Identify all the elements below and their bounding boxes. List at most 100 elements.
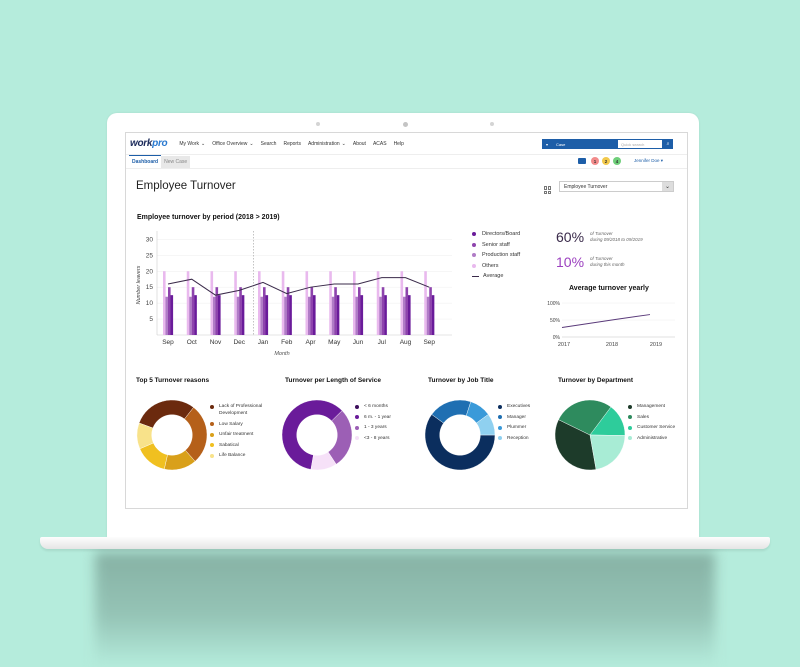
donut-graphic: [554, 399, 626, 471]
main-chart-legend: Directors/Board Senior staff Production st…: [472, 229, 520, 282]
page-title: Employee Turnover: [136, 180, 236, 192]
donut-title: Turnover by Job Title: [428, 377, 494, 384]
svg-text:100%: 100%: [547, 301, 560, 307]
legend-item: Reception: [498, 435, 530, 442]
legend-item: Executives: [498, 403, 530, 410]
donut-chart-4: Turnover by Department Management Sales Cus…: [554, 377, 687, 487]
caret-down-icon: ▾: [546, 141, 549, 147]
legend-dot-icon: [498, 404, 502, 409]
legend-item: <3 - 8 years: [355, 435, 391, 442]
workpro-logo[interactable]: workpro: [130, 138, 168, 149]
legend-item: Customer Service: [628, 424, 675, 431]
legend-dot-icon: [355, 425, 359, 430]
donut-chart-3: Turnover by Job Title Executives Manager Pl…: [424, 377, 559, 487]
nav-item-my-work[interactable]: My Work ⌄: [179, 140, 206, 147]
dashboard-view-select[interactable]: Employee Turnover ⌄: [559, 181, 674, 192]
svg-text:0%: 0%: [553, 335, 561, 341]
nav-item-acas[interactable]: ACAS: [372, 140, 387, 147]
nav-item-office-overview[interactable]: Office Overview ⌄: [212, 140, 254, 147]
svg-text:2019: 2019: [650, 342, 662, 348]
legend-dot-icon: [355, 436, 359, 440]
turnover-bar-chart: 5 10 15 20 25 30 Number leavers Sep Oct Nov Dec Jan…: [136, 231, 452, 357]
legend-item: Administrative: [628, 435, 675, 442]
donut-legend: Management Sales Customer Service Administr…: [628, 403, 675, 445]
legend-item: Manager: [498, 414, 530, 421]
svg-text:25: 25: [146, 252, 154, 259]
grid-view-icon[interactable]: [544, 186, 552, 194]
chevron-down-icon: ⌄: [249, 140, 254, 147]
legend-dot-icon: [628, 436, 632, 440]
legend-dot-icon: [355, 415, 359, 419]
donut-graphic: [424, 399, 496, 471]
search-type-select[interactable]: ▾ Case: [542, 139, 617, 149]
svg-text:Number leavers: Number leavers: [136, 265, 142, 304]
donut-chart-1: Top 5 Turnover reasons Lack of Profession…: [136, 377, 271, 487]
svg-text:2017: 2017: [558, 342, 570, 348]
donut-legend: Lack of Professional Development Low Sala…: [210, 403, 271, 463]
legend-marker-icon: [472, 263, 476, 268]
svg-text:Dec: Dec: [233, 339, 245, 346]
chevron-down-icon: ⌄: [341, 140, 346, 147]
legend-item: Others: [472, 261, 520, 272]
svg-text:Oct: Oct: [187, 339, 197, 346]
caret-down-icon: ▾: [660, 158, 663, 163]
tab-new-case[interactable]: New Case: [161, 156, 191, 168]
chevron-down-icon[interactable]: ⌄: [662, 182, 673, 191]
nav-item-help[interactable]: Help: [393, 140, 404, 147]
legend-marker-icon: [472, 253, 476, 258]
yearly-line-chart: 0% 50% 100% 2017 2018 2019: [547, 301, 675, 348]
legend-item: Directors/Board: [472, 229, 520, 240]
notification-badge-green[interactable]: 4: [612, 157, 621, 165]
legend-marker-icon: [472, 232, 476, 237]
nav-menu: My Work ⌄ Office Overview ⌄ Search Reports Adm…: [179, 141, 411, 147]
donut-legend: < 6 months 6 m. - 1 year 1 - 3 years <3 - 8…: [355, 403, 391, 445]
yearly-chart-title: Average turnover yearly: [569, 285, 649, 292]
tab-dashboard[interactable]: Dashboard: [129, 155, 162, 168]
laptop-camera: [403, 122, 408, 127]
legend-dot-icon: [210, 422, 214, 426]
main-chart-title: Employee turnover by period (2018 > 2019…: [137, 214, 280, 221]
legend-item: Life Balance: [210, 452, 271, 459]
kpi-month-turnover: 10% of Turnover during this month: [556, 254, 625, 270]
legend-item: Low Salary: [210, 421, 271, 428]
svg-text:10: 10: [146, 300, 154, 307]
notification-badge-yellow[interactable]: 2: [601, 157, 610, 165]
donut-chart-2: Turnover per Length of Service < 6 months…: [281, 377, 416, 487]
nav-item-reports[interactable]: Reports: [283, 140, 301, 147]
svg-text:Feb: Feb: [281, 339, 293, 346]
legend-item: Production staff: [472, 250, 520, 261]
nav-item-administration[interactable]: Administration ⌄: [307, 140, 346, 147]
legend-item: < 6 months: [355, 403, 391, 410]
search-icon: ⌕: [666, 141, 670, 147]
tab-bar: Dashboard New Case 1 2 4 Jennifer Doe ▾: [126, 155, 687, 169]
legend-dot-icon: [210, 404, 214, 409]
donut-graphic: [136, 399, 208, 471]
donut-legend: Executives Manager Plummer Reception: [498, 403, 530, 445]
nav-item-search[interactable]: Search: [260, 140, 277, 147]
legend-item: Unfair treatment: [210, 431, 271, 438]
quick-search-input[interactable]: Quick search: [617, 139, 663, 149]
svg-text:May: May: [328, 339, 341, 346]
app-screen: workpro My Work ⌄ Office Overview ⌄ Search Re…: [125, 132, 688, 509]
svg-text:Apr: Apr: [305, 339, 316, 346]
svg-text:Nov: Nov: [210, 339, 222, 346]
legend-dot-icon: [498, 436, 502, 440]
search-button[interactable]: ⌕: [663, 139, 673, 149]
donut-title: Turnover by Department: [558, 377, 634, 384]
legend-dot-icon: [498, 425, 502, 430]
svg-text:Jun: Jun: [353, 339, 364, 346]
nav-item-about[interactable]: About: [352, 140, 366, 147]
mail-icon[interactable]: [577, 158, 586, 164]
legend-dot-icon: [498, 415, 502, 419]
notification-badge-red[interactable]: 1: [590, 157, 599, 165]
top-navigation: workpro My Work ⌄ Office Overview ⌄ Search Re…: [126, 133, 687, 155]
laptop-base: [40, 537, 770, 549]
legend-item: Sabatical: [210, 442, 271, 449]
svg-text:Sep: Sep: [423, 339, 435, 346]
legend-item: Average: [472, 271, 520, 282]
legend-item: Senior staff: [472, 240, 520, 251]
svg-text:Jan: Jan: [258, 339, 269, 346]
legend-marker-icon: [472, 275, 479, 277]
chevron-down-icon: ⌄: [201, 140, 206, 147]
user-menu[interactable]: Jennifer Doe ▾: [633, 158, 663, 163]
